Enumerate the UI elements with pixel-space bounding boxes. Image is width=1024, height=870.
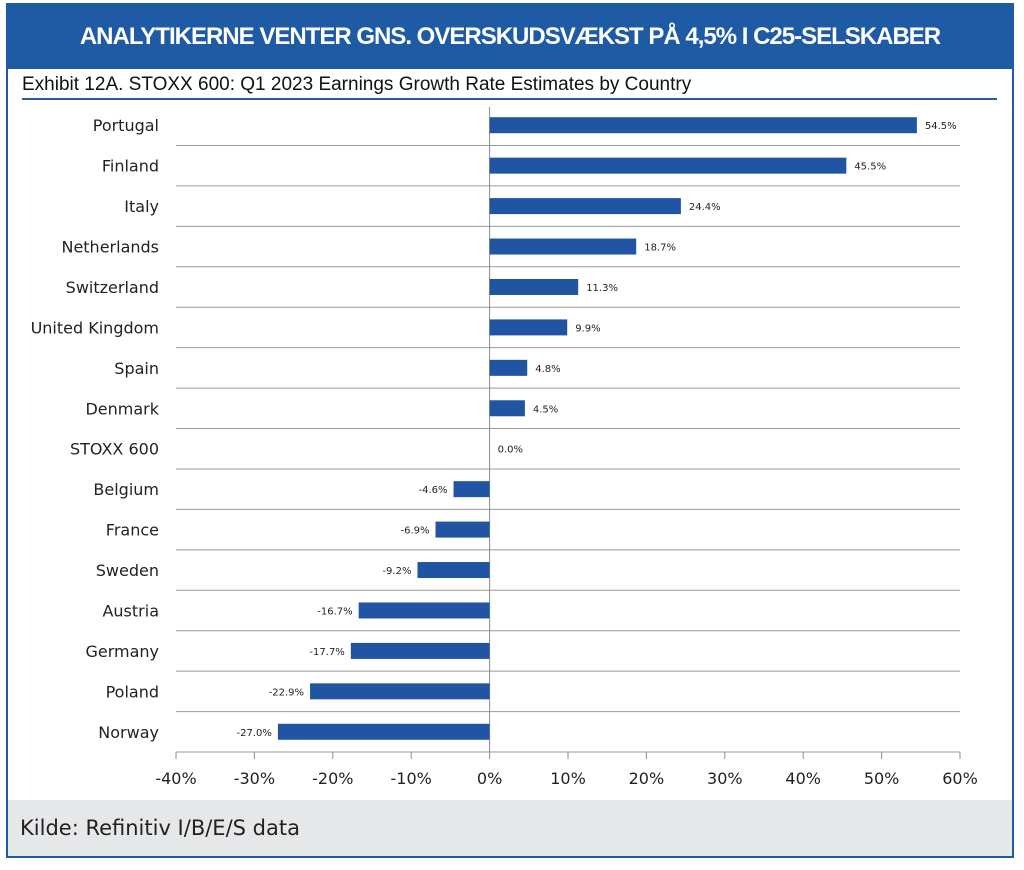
data-label: 18.7% [644,243,676,254]
category-label: Belgium [93,480,159,499]
data-label: 24.4% [689,202,721,213]
x-tick-label: 40% [785,769,821,788]
x-tick-label: -10% [391,769,432,788]
x-tick-label: 50% [864,769,900,788]
chart-title: Exhibit 12A. STOXX 600: Q1 2023 Earnings… [22,71,997,100]
bar [489,238,637,255]
bar [489,157,847,174]
data-label: -16.7% [317,606,352,617]
category-label: Finland [102,157,159,176]
bar [358,602,490,619]
x-tick-label: -40% [155,769,196,788]
category-label: United Kingdom [31,318,159,337]
data-label: -4.6% [419,485,448,496]
bar [489,359,528,376]
bar [417,562,490,579]
data-label: 0.0% [498,445,523,456]
bar [489,319,568,336]
category-label: France [106,521,159,540]
bar [435,521,490,538]
category-label: Spain [114,359,159,378]
x-tick-label: 20% [629,769,665,788]
category-label: Switzerland [66,278,159,297]
category-label: Poland [106,682,159,701]
bar [350,642,490,659]
bar [277,723,490,740]
bar [310,683,490,700]
data-label: 54.5% [925,121,957,132]
x-tick-label: 30% [707,769,743,788]
x-tick-label: 60% [942,769,978,788]
headline: ANALYTIKERNE VENTER GNS. OVERSKUDSVÆKST … [8,5,1012,69]
data-label: -27.0% [237,728,272,739]
data-label: 4.5% [533,404,558,415]
x-tick-label: -20% [312,769,353,788]
bar [489,117,917,134]
bar [489,278,579,295]
data-label: -9.2% [382,566,411,577]
x-tick-label: -30% [234,769,275,788]
source-note: Kilde: Refinitiv I/B/E/S data [8,800,1012,856]
category-label: Norway [98,723,159,742]
category-label: Netherlands [61,238,159,257]
x-tick-label: 0% [477,769,502,788]
data-label: 45.5% [854,162,886,173]
category-label: Portugal [93,116,159,135]
data-label: -6.9% [400,526,429,537]
bar [489,400,525,417]
category-label: Austria [102,601,159,620]
bar [453,481,490,498]
data-label: -22.9% [269,687,304,698]
category-label: STOXX 600 [70,440,159,459]
data-label: 4.8% [535,364,560,375]
category-label: Germany [85,642,159,661]
category-label: Denmark [85,399,159,418]
data-label: 11.3% [586,283,618,294]
data-label: 9.9% [575,323,600,334]
category-label: Italy [124,197,159,216]
x-tick-label: 10% [550,769,586,788]
category-label: Sweden [96,561,159,580]
data-label: -17.7% [309,647,344,658]
bar [489,198,681,215]
